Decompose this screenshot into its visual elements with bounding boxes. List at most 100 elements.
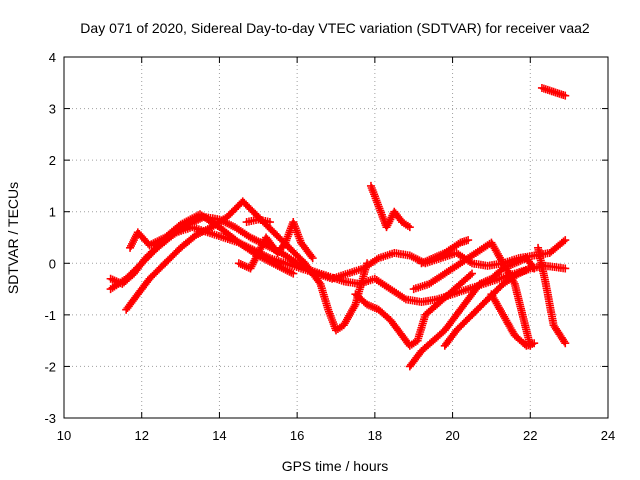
interpolated-points — [453, 297, 471, 318]
interpolated-points — [419, 255, 436, 267]
interpolated-points — [442, 260, 463, 277]
y-tick-label: -3 — [44, 411, 56, 426]
x-tick-label: 20 — [445, 428, 459, 443]
interpolated-points — [488, 292, 506, 317]
interpolated-points — [123, 291, 141, 312]
series-track-15 — [537, 83, 570, 100]
interpolated-points — [458, 236, 471, 246]
interpolated-points — [430, 327, 448, 344]
data-point — [363, 259, 372, 268]
y-axis-label: SDTVAR / TECUs — [5, 182, 21, 294]
interpolated-points — [340, 302, 359, 328]
interpolated-points — [550, 323, 569, 346]
data-points — [106, 83, 570, 371]
interpolated-points — [407, 337, 420, 349]
interpolated-points — [302, 261, 324, 287]
interpolated-points — [519, 312, 534, 348]
interpolated-points — [376, 307, 393, 323]
interpolated-points — [197, 211, 222, 230]
interpolated-points — [501, 270, 521, 287]
interpolated-points — [407, 348, 425, 369]
x-axis-label: GPS time / hours — [282, 458, 389, 474]
interpolated-points — [391, 209, 405, 225]
interpolated-points — [162, 222, 183, 241]
interpolated-points — [450, 239, 463, 251]
interpolated-points — [427, 270, 447, 287]
interpolated-points — [423, 302, 440, 318]
x-tick-label: 14 — [212, 428, 226, 443]
series-track-10 — [409, 238, 535, 350]
interpolated-points — [555, 89, 568, 99]
interpolated-points — [431, 249, 447, 262]
interpolated-points — [162, 245, 183, 266]
interpolated-points — [458, 250, 478, 266]
interpolated-points — [178, 232, 199, 251]
interpolated-points — [372, 276, 393, 292]
data-point — [265, 218, 274, 227]
data-point — [561, 91, 570, 100]
x-tick-label: 22 — [523, 428, 537, 443]
x-tick-label: 12 — [134, 428, 148, 443]
interpolated-points — [232, 224, 253, 241]
data-point — [468, 269, 476, 278]
interpolated-points — [298, 240, 316, 261]
interpolated-points — [217, 224, 242, 246]
data-point — [289, 269, 298, 278]
interpolated-points — [512, 333, 529, 349]
interpolated-points — [489, 265, 506, 282]
interpolated-points — [400, 219, 412, 230]
data-point — [526, 264, 535, 273]
interpolated-points — [465, 281, 483, 302]
series-track-13 — [487, 290, 539, 350]
interpolated-points — [135, 276, 153, 297]
interpolated-points — [458, 271, 475, 287]
interpolated-points — [275, 240, 289, 256]
interpolated-points — [275, 262, 296, 277]
data-point — [561, 236, 570, 245]
series-track-12 — [440, 264, 535, 350]
interpolated-points — [388, 286, 408, 303]
interpolated-points — [434, 291, 451, 308]
interpolated-points — [442, 312, 460, 333]
data-point — [405, 223, 414, 232]
interpolated-points — [131, 255, 149, 276]
interpolated-points — [547, 237, 568, 256]
interpolated-points — [477, 275, 494, 288]
x-tick-label: 18 — [368, 428, 382, 443]
interpolated-points — [236, 260, 253, 272]
plot-frame — [63, 56, 609, 419]
series-track-14 — [534, 243, 570, 348]
y-tick-label: -1 — [44, 308, 56, 323]
y-tick-label: 3 — [49, 102, 56, 117]
interpolated-points — [414, 313, 429, 343]
interpolated-points — [147, 260, 168, 282]
interpolated-points — [333, 322, 346, 333]
interpolated-points — [469, 296, 490, 318]
interpolated-points — [534, 245, 550, 286]
interpolated-points — [317, 282, 332, 312]
interpolated-points — [442, 245, 455, 256]
x-tick-label: 10 — [57, 428, 71, 443]
interpolated-points — [240, 198, 261, 220]
data-point — [530, 339, 539, 348]
series-track-11 — [417, 236, 473, 268]
data-point — [308, 254, 317, 263]
interpolated-points — [511, 282, 526, 317]
interpolated-points — [147, 234, 168, 249]
interpolated-points — [120, 271, 137, 287]
data-point — [464, 236, 473, 245]
interpolated-points — [387, 317, 405, 338]
data-point — [561, 339, 570, 348]
interpolated-points — [454, 312, 475, 333]
series-track-6 — [242, 215, 274, 227]
interpolated-points — [353, 291, 370, 308]
interpolated-points — [247, 250, 262, 271]
series-track-7 — [366, 181, 414, 232]
y-tick-label: -2 — [44, 359, 56, 374]
y-tick-label: 4 — [49, 50, 56, 65]
interpolated-points — [419, 338, 436, 354]
grid-lines — [64, 57, 608, 418]
